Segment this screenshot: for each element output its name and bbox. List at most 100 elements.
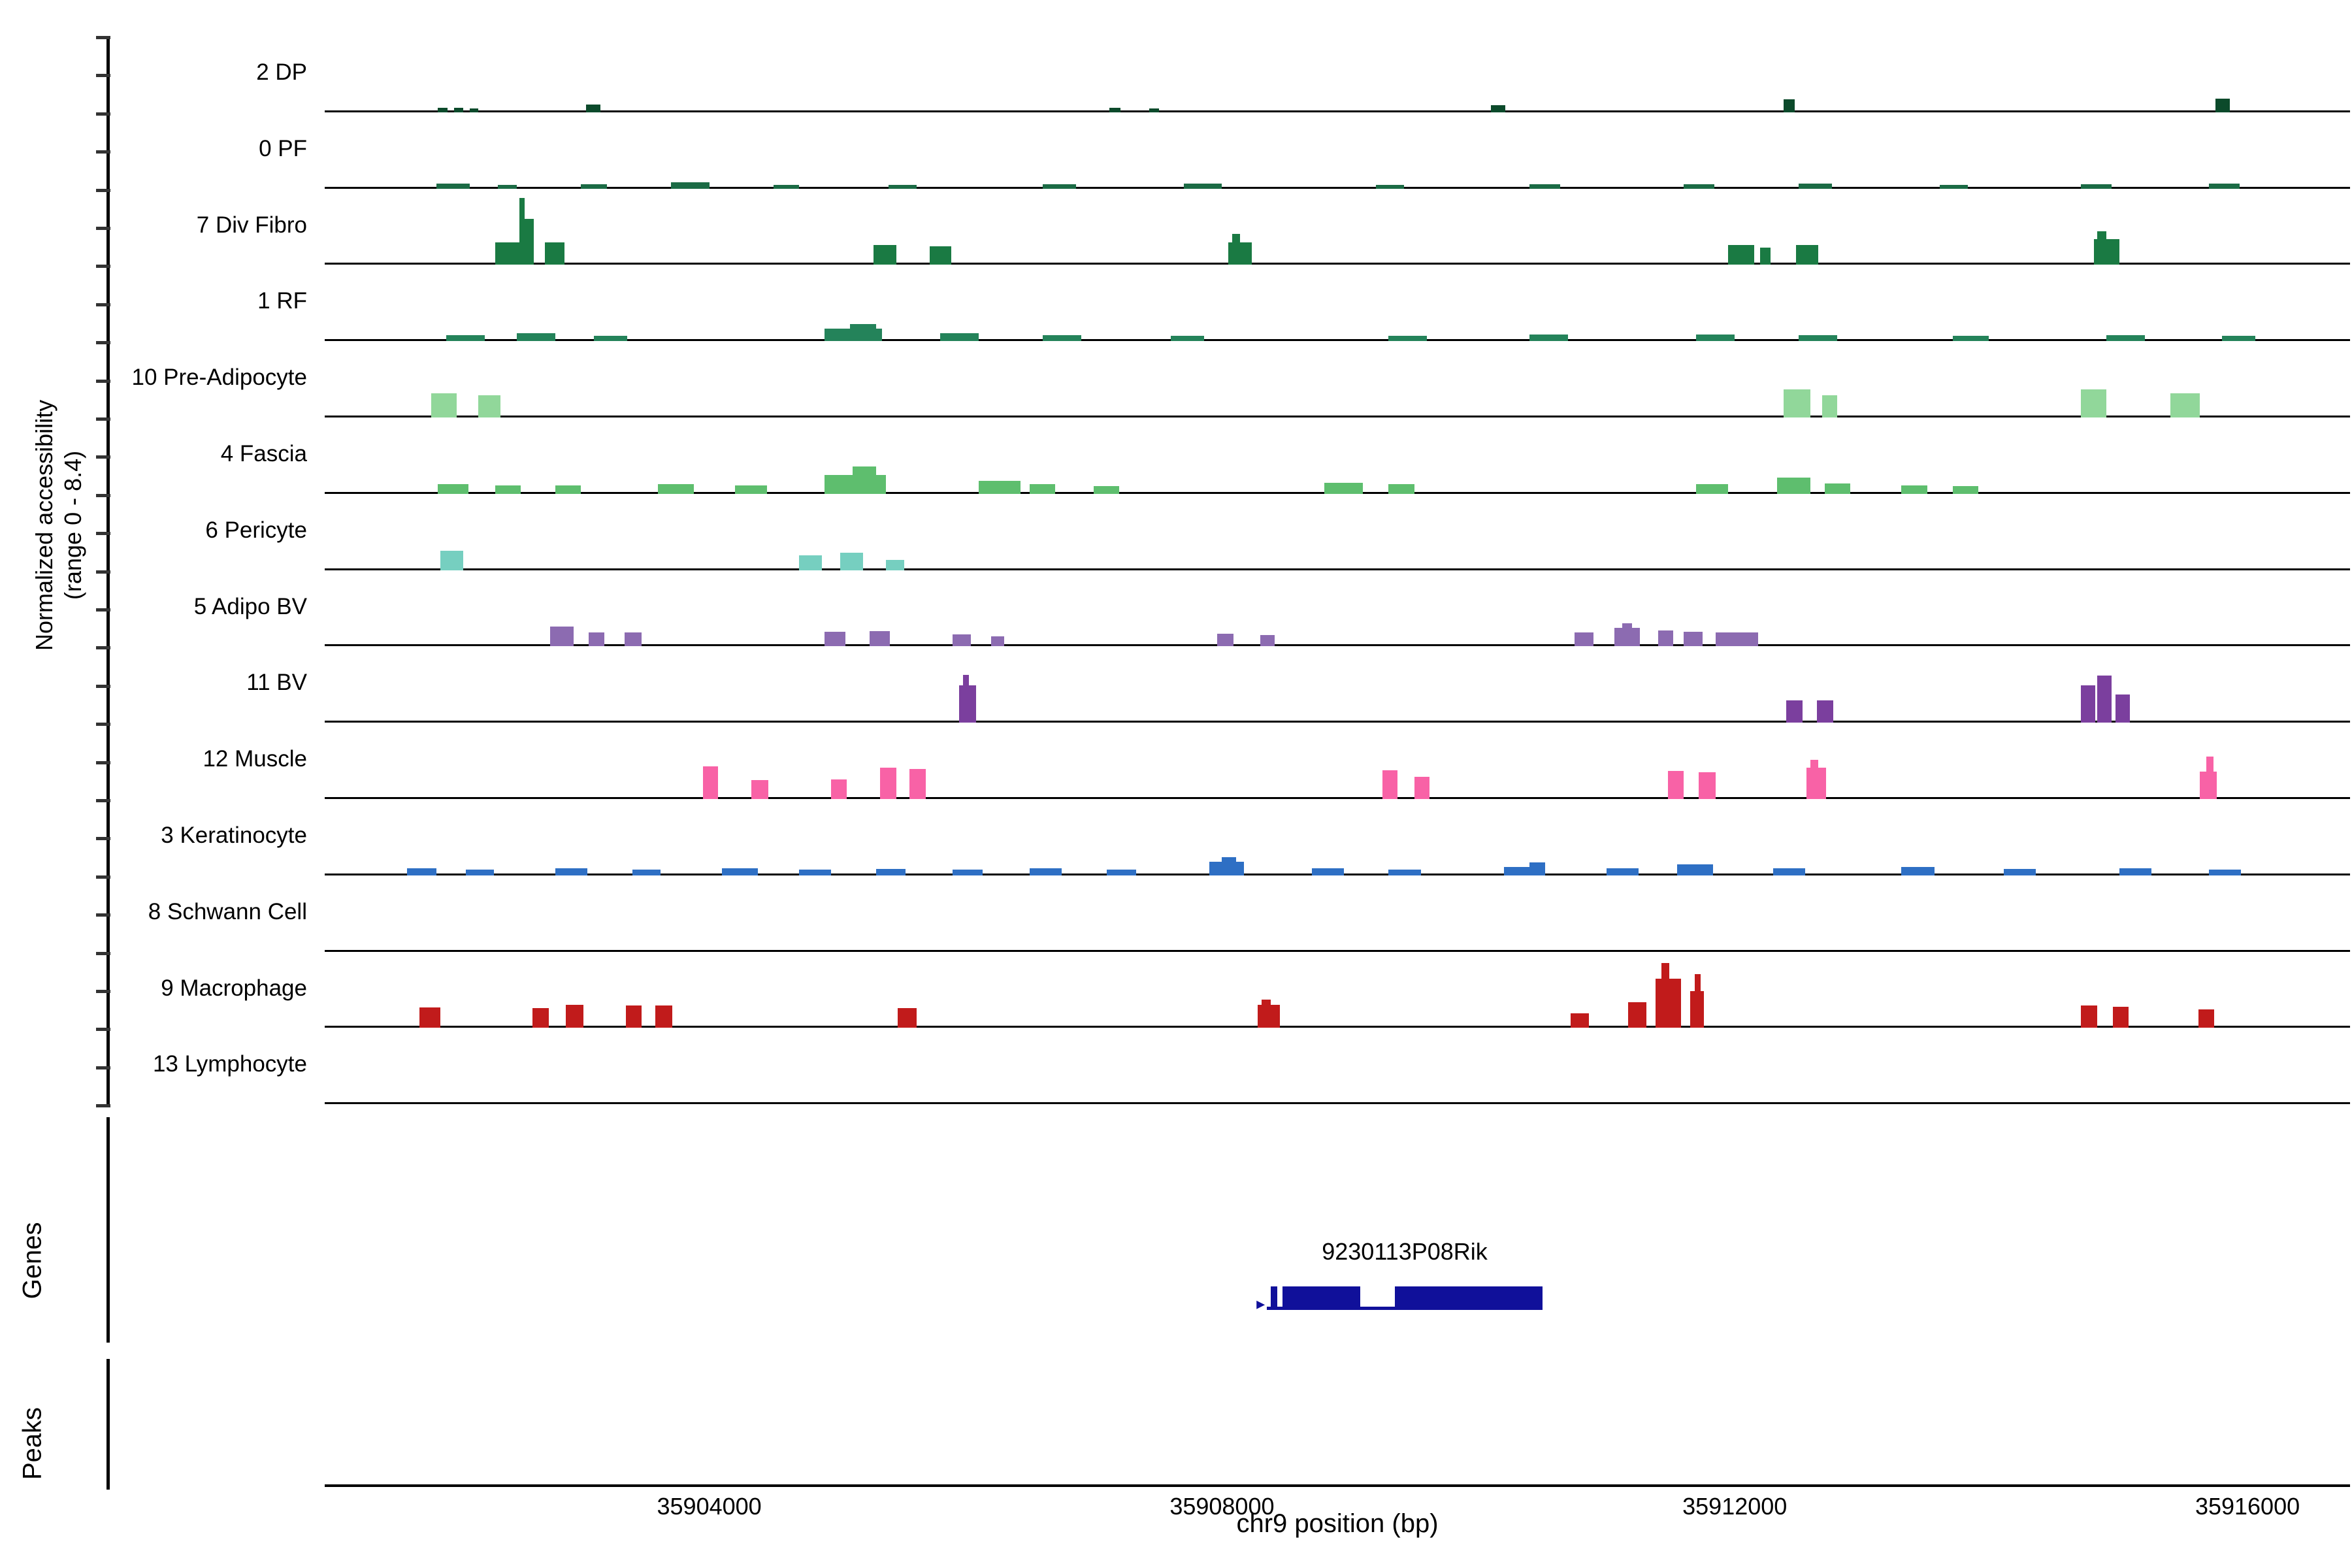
coverage-peak	[702, 766, 719, 799]
coverage-peak	[626, 1005, 642, 1028]
track-baseline	[325, 415, 2350, 417]
track-plot-1-rf[interactable]	[325, 269, 2350, 342]
coverage-peak	[898, 1008, 917, 1028]
coverage-peak	[1228, 242, 1252, 265]
track-label-10-pre-adipocyte: 10 Pre-Adipocyte	[131, 365, 307, 391]
coverage-peak	[594, 335, 628, 342]
y-axis-tick	[96, 608, 110, 612]
track-plot-12-muscle[interactable]	[325, 727, 2350, 799]
coverage-peak	[953, 869, 983, 875]
coverage-peak	[2004, 868, 2036, 875]
y-axis-tick	[96, 493, 110, 497]
coverage-peak	[991, 636, 1004, 647]
track-baseline	[325, 1102, 2350, 1105]
coverage-peak	[437, 484, 468, 494]
coverage-peak	[869, 630, 890, 647]
coverage-peak	[1106, 869, 1136, 875]
coverage-peak	[825, 632, 845, 647]
coverage-peak	[2198, 1009, 2214, 1028]
y-axis-tick	[96, 837, 110, 841]
coverage-peak	[1388, 869, 1421, 875]
gene-exon	[1282, 1286, 1361, 1310]
track-plot-7-div-fibro[interactable]	[325, 193, 2350, 265]
y-axis-tick	[96, 1104, 110, 1108]
coverage-peak	[1529, 334, 1569, 342]
coverage-peak	[440, 550, 463, 570]
coverage-peak	[431, 393, 457, 417]
track-baseline	[325, 186, 2350, 189]
coverage-peak	[1760, 248, 1771, 265]
track-label-12-muscle: 12 Muscle	[203, 746, 307, 772]
coverage-peak	[1901, 485, 1927, 494]
coverage-peak	[555, 485, 581, 494]
track-plot-0-pf[interactable]	[325, 117, 2350, 189]
coverage-peak	[1816, 700, 1834, 723]
coverage-peak	[446, 335, 485, 342]
coverage-peak	[1149, 108, 1160, 112]
gene-name-label: 9230113P08Rik	[1322, 1238, 1488, 1265]
track-label-8-schwann-cell: 8 Schwann Cell	[148, 898, 307, 924]
y-axis-tick	[96, 227, 110, 230]
coverage-peak	[2170, 393, 2200, 417]
coverage-peak	[1042, 335, 1081, 342]
coverage-peak	[2097, 231, 2107, 265]
x-axis-tick-label: 35912000	[1682, 1493, 1788, 1520]
coverage-peak	[517, 333, 556, 342]
coverage-peak	[1696, 335, 1735, 342]
coverage-peak	[1574, 632, 1594, 647]
coverage-peak	[1628, 1002, 1646, 1028]
track-plot-3-keratinocyte[interactable]	[325, 804, 2350, 875]
track-baseline	[325, 339, 2350, 342]
accessibility-panel-bracket	[106, 36, 110, 1104]
coverage-peak	[1821, 395, 1838, 417]
coverage-peak	[1824, 483, 1850, 494]
coverage-peak	[1030, 868, 1062, 875]
coverage-peak	[1796, 245, 1818, 265]
track-plot-2-dp[interactable]	[325, 41, 2350, 112]
y-axis-tick	[96, 1028, 110, 1032]
coverage-peak	[1217, 633, 1234, 647]
coverage-peak	[1030, 484, 1056, 494]
track-baseline	[325, 110, 2350, 112]
coverage-peak	[495, 242, 523, 265]
coverage-peak	[939, 333, 979, 342]
coverage-peak	[831, 779, 847, 799]
y-axis-tick	[96, 951, 110, 955]
y-axis-tick	[96, 150, 110, 154]
x-axis-tick-label: 35908000	[1169, 1493, 1275, 1520]
coverage-peak	[953, 634, 971, 647]
coverage-peak	[437, 107, 448, 112]
coverage-peak	[840, 553, 864, 570]
track-plot-13-lymphocyte[interactable]	[325, 1032, 2350, 1105]
coverage-peak	[1699, 772, 1716, 799]
coverage-peak	[1388, 484, 1414, 494]
coverage-peak	[1388, 336, 1428, 342]
coverage-peak	[454, 108, 463, 112]
track-label-0-pf: 0 PF	[259, 135, 307, 161]
coverage-peak	[1622, 623, 1633, 647]
track-plot-11-bv[interactable]	[325, 651, 2350, 723]
coverage-peak	[1661, 963, 1670, 1028]
track-plot-10-pre-adipocyte[interactable]	[325, 346, 2350, 417]
coverage-peak	[1715, 632, 1758, 647]
track-plot-4-fascia[interactable]	[325, 422, 2350, 494]
coverage-peak	[565, 1005, 584, 1028]
track-plot-9-macrophage[interactable]	[325, 956, 2350, 1028]
y-axis-tick	[96, 760, 110, 764]
coverage-peak	[751, 780, 768, 799]
coverage-peak	[1260, 635, 1275, 647]
coverage-peak	[1529, 184, 1561, 189]
track-plot-5-adipo-bv[interactable]	[325, 575, 2350, 647]
track-plot-6-pericyte[interactable]	[325, 498, 2350, 570]
coverage-peak	[1696, 484, 1729, 494]
y-axis-tick	[96, 1066, 110, 1070]
coverage-peak	[1311, 868, 1344, 875]
coverage-peak	[1658, 630, 1674, 647]
coverage-peak	[589, 632, 604, 647]
coverage-peak	[419, 1007, 440, 1028]
coverage-peak	[2221, 336, 2255, 342]
track-plot-8-schwann-cell[interactable]	[325, 880, 2350, 952]
coverage-peak	[1683, 184, 1714, 189]
coverage-peak	[1222, 857, 1236, 875]
coverage-peak	[406, 868, 436, 875]
